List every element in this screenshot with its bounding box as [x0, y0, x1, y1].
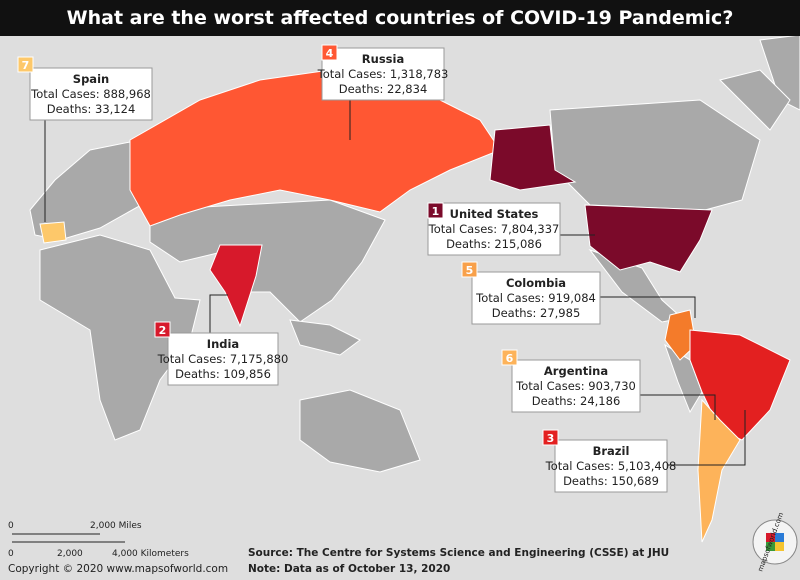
- leader-line: [600, 296, 696, 318]
- spain: [39, 221, 67, 244]
- country-name: Argentina: [544, 364, 608, 378]
- total-cases: Total Cases: 1,318,783: [317, 67, 449, 81]
- callout-box: [427, 202, 561, 256]
- scale-label: 0: [8, 521, 14, 531]
- deaths: Deaths: 27,985: [492, 306, 581, 320]
- title: What are the worst affected countries of…: [67, 7, 734, 29]
- title-bar: [0, 0, 800, 36]
- argentina: [697, 398, 741, 543]
- rank: 7: [22, 59, 30, 72]
- land: [29, 34, 800, 473]
- leader-line: [667, 410, 746, 466]
- callout-box: [511, 359, 641, 413]
- scale-bar: 0 2,000 Miles 0 2,000 4,000 Kilometers: [8, 521, 189, 559]
- rank-badge: [427, 202, 444, 219]
- country-name: Spain: [73, 72, 109, 86]
- rank-badge: [461, 261, 478, 278]
- scale-label: 2,000 Miles: [90, 521, 142, 531]
- rank: 4: [326, 47, 334, 60]
- deaths: Deaths: 33,124: [47, 102, 136, 116]
- rank: 2: [159, 324, 167, 337]
- india: [209, 244, 263, 328]
- callout-box: [29, 67, 153, 121]
- leader-line: [209, 294, 228, 333]
- total-cases: Total Cases: 7,175,880: [157, 352, 289, 366]
- russia: [129, 69, 501, 227]
- deaths: Deaths: 24,186: [532, 394, 621, 408]
- deaths: Deaths: 215,086: [446, 237, 542, 251]
- rank: 1: [432, 205, 440, 218]
- rank: 3: [547, 432, 555, 445]
- country-name: India: [207, 337, 239, 351]
- colombia: [664, 309, 697, 361]
- rank-badge: [321, 44, 338, 61]
- united-states: [584, 204, 713, 273]
- total-cases: Total Cases: 919,084: [475, 291, 596, 305]
- note: Note: Data as of October 13, 2020: [248, 563, 450, 575]
- callout-box: [167, 332, 279, 386]
- callout-box: [554, 439, 668, 493]
- scale-label: 0: [8, 549, 14, 559]
- callout-box: [471, 271, 601, 325]
- deaths: Deaths: 150,689: [563, 474, 659, 488]
- total-cases: Total Cases: 903,730: [515, 379, 636, 393]
- country-name: Colombia: [506, 276, 566, 290]
- callout-box: [321, 47, 445, 101]
- rank-badge: [154, 321, 171, 338]
- deaths: Deaths: 22,834: [339, 82, 428, 96]
- source: Source: The Centre for Systems Science a…: [248, 547, 669, 559]
- alaska: [489, 124, 577, 191]
- rank: 5: [466, 264, 474, 277]
- total-cases: Total Cases: 7,804,337: [428, 222, 560, 236]
- country-name: United States: [450, 207, 539, 221]
- rank-badge: [542, 429, 559, 446]
- copyright: Copyright © 2020 www.mapsofworld.com: [8, 563, 228, 575]
- country-name: Brazil: [593, 444, 630, 458]
- country-name: Russia: [362, 52, 404, 66]
- rank-badge: [17, 56, 34, 73]
- leader-line: [640, 394, 716, 420]
- scale-label: 2,000: [57, 549, 83, 559]
- scale-label: 4,000 Kilometers: [112, 549, 189, 559]
- rank-badge: [501, 349, 518, 366]
- total-cases: Total Cases: 888,968: [30, 87, 151, 101]
- total-cases: Total Cases: 5,103,408: [545, 459, 677, 473]
- deaths: Deaths: 109,856: [175, 367, 271, 381]
- rank: 6: [506, 352, 514, 365]
